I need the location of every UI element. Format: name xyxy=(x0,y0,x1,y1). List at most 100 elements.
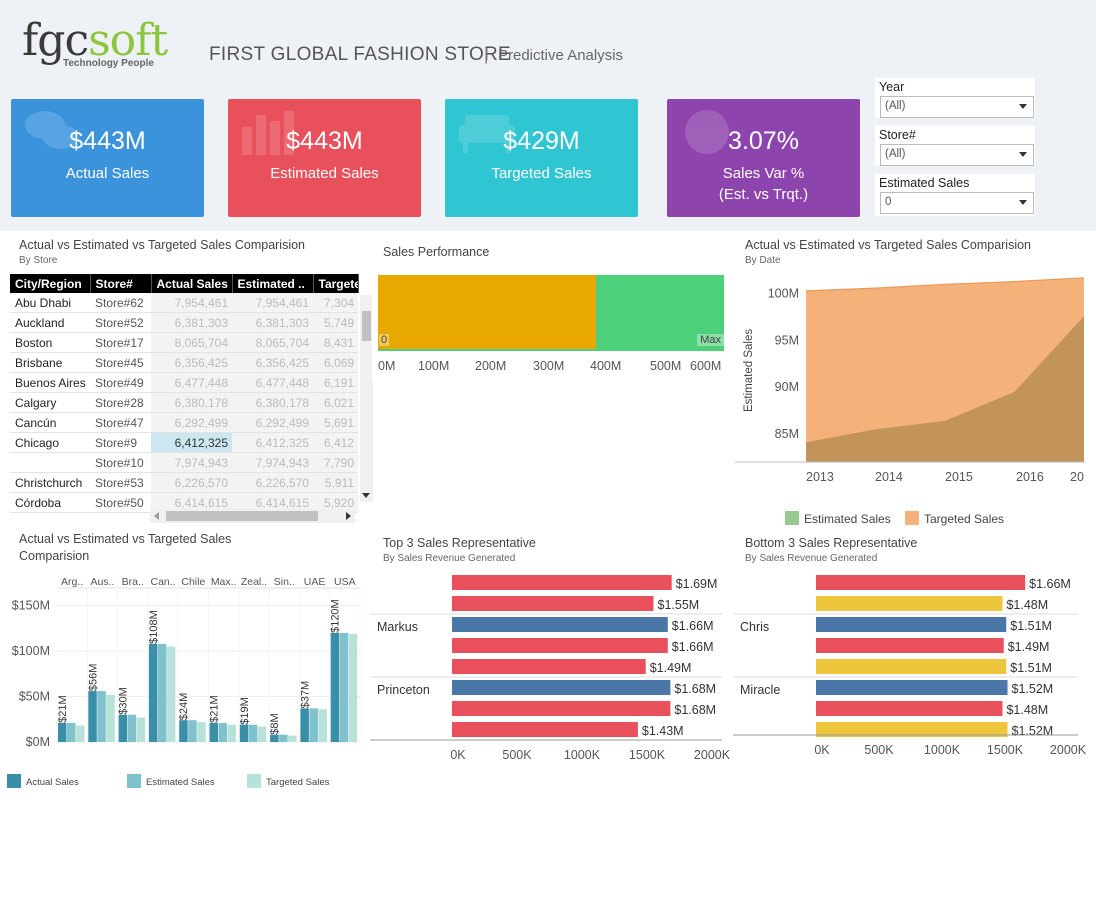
store-dropdown[interactable]: (All) xyxy=(880,144,1034,166)
estimated-sales-cell[interactable]: 6,356,425 xyxy=(232,352,313,373)
scroll-down-arrow-icon[interactable] xyxy=(362,493,370,498)
city-cell[interactable]: Boston xyxy=(10,332,90,353)
city-cell[interactable]: Cancún xyxy=(10,412,90,433)
targeted-sales-cell[interactable]: 5,691 xyxy=(313,412,358,433)
category-label: Zeal.. xyxy=(241,576,267,588)
actual-sales-cell[interactable]: 6,381,303 xyxy=(151,312,232,333)
vertical-scrollbar-thumb[interactable] xyxy=(362,311,371,341)
store-cell[interactable]: Store#17 xyxy=(90,332,151,353)
estimated-sales-cell[interactable]: 6,414,615 xyxy=(232,492,313,513)
horizontal-scrollbar[interactable] xyxy=(150,509,355,523)
table-body: Abu Dhabi Store#62 7,954,461 7,954,461 7,304… xyxy=(10,293,358,513)
kpi-card-sales-var[interactable]: 3.07% Sales Var % (Est. vs Trqt.) xyxy=(667,99,860,217)
bar-actual-sales xyxy=(330,632,340,742)
horizontal-scrollbar-thumb[interactable] xyxy=(166,511,318,521)
store-cell[interactable]: Store#50 xyxy=(90,492,151,513)
city-cell[interactable]: Abu Dhabi xyxy=(10,293,90,313)
actual-sales-cell[interactable]: 6,292,499 xyxy=(151,412,232,433)
targeted-sales-cell[interactable]: 6,412 xyxy=(313,432,358,453)
data-label: $37M xyxy=(299,681,311,709)
table-row[interactable]: Buenos Aires Store#49 6,477,448 6,477,448 6,… xyxy=(10,372,358,393)
estimated-sales-cell[interactable]: 7,974,943 xyxy=(232,452,313,473)
axis-tick-label: 600M xyxy=(690,359,722,373)
targeted-sales-cell[interactable]: 6,191 xyxy=(313,372,358,393)
kpi-card-estimated-sales[interactable]: $443M Estimated Sales xyxy=(228,99,421,217)
kpi-card-targeted-sales[interactable]: $429M Targeted Sales xyxy=(445,99,638,217)
store-cell[interactable]: Store#45 xyxy=(90,352,151,373)
column-header[interactable]: Store# xyxy=(90,274,152,293)
table-row[interactable]: Calgary Store#28 6,380,178 6,380,178 6,021 xyxy=(10,392,358,413)
targeted-sales-cell[interactable]: 7,304 xyxy=(313,293,358,313)
city-cell[interactable]: Chicago xyxy=(10,432,90,453)
city-cell[interactable]: Auckland xyxy=(10,312,90,333)
data-label: $1.51M xyxy=(1010,661,1052,675)
kpi-card-actual-sales[interactable]: $443M Actual Sales xyxy=(11,99,204,217)
bar-targeted-sales xyxy=(106,694,115,742)
estimated-sales-cell[interactable]: 6,477,448 xyxy=(232,372,313,393)
actual-sales-cell[interactable]: 6,380,178 xyxy=(151,392,232,413)
table-row[interactable]: Christchurch Store#53 6,226,570 6,226,570 5,… xyxy=(10,472,358,493)
table-row[interactable]: Boston Store#17 8,065,704 8,065,704 8,431 xyxy=(10,332,358,353)
table-row[interactable]: Abu Dhabi Store#62 7,954,461 7,954,461 7,304 xyxy=(10,293,358,313)
column-header[interactable]: Targete xyxy=(313,274,359,293)
table-row[interactable]: Chicago Store#9 6,412,325 6,412,325 6,412 xyxy=(10,432,358,453)
estimated-sales-cell[interactable]: 6,292,499 xyxy=(232,412,313,433)
estimated-sales-cell[interactable]: 6,380,178 xyxy=(232,392,313,413)
table-row[interactable]: Auckland Store#52 6,381,303 6,381,303 5,749 xyxy=(10,312,358,333)
bar-actual-sales xyxy=(58,722,67,742)
city-cell[interactable]: Brisbane xyxy=(10,352,90,373)
estimated-sales-cell[interactable]: 6,226,570 xyxy=(232,472,313,493)
actual-sales-cell[interactable]: 6,356,425 xyxy=(151,352,232,373)
store-cell[interactable]: Store#47 xyxy=(90,412,151,433)
estimated-sales-cell[interactable]: 6,412,325 xyxy=(232,432,313,453)
store-cell[interactable]: Store#10 xyxy=(90,452,151,473)
vertical-scrollbar[interactable] xyxy=(360,295,373,502)
actual-sales-cell[interactable]: 6,477,448 xyxy=(151,372,232,393)
actual-sales-cell[interactable]: 7,974,943 xyxy=(151,452,232,473)
store-cell[interactable]: Store#62 xyxy=(90,293,151,313)
city-cell[interactable]: Calgary xyxy=(10,392,90,413)
store-cell[interactable]: Store#53 xyxy=(90,472,151,493)
table-row[interactable]: Brisbane Store#45 6,356,425 6,356,425 6,069 xyxy=(10,352,358,373)
estimated-sales-dropdown[interactable]: 0 xyxy=(880,192,1034,214)
store-cell[interactable]: Store#28 xyxy=(90,392,151,413)
column-header[interactable]: City/Region xyxy=(10,274,91,293)
targeted-sales-cell[interactable]: 6,069 xyxy=(313,352,358,373)
estimated-sales-cell[interactable]: 6,381,303 xyxy=(232,312,313,333)
axis-tick-label: 500M xyxy=(650,359,682,373)
column-header[interactable]: Actual Sales xyxy=(151,274,233,293)
legend-label-actual: Actual Sales xyxy=(26,777,79,788)
estimated-sales-cell[interactable]: 7,954,461 xyxy=(232,293,313,313)
actual-sales-cell[interactable]: 7,954,461 xyxy=(151,293,232,313)
city-cell[interactable]: Buenos Aires xyxy=(10,372,90,393)
logo-main: fgc xyxy=(22,15,89,66)
actual-sales-cell[interactable]: 6,412,325 xyxy=(151,432,232,453)
actual-sales-cell[interactable]: 6,414,615 xyxy=(151,492,232,513)
y-tick-label: 90M xyxy=(775,380,799,394)
targeted-sales-cell[interactable]: 5,749 xyxy=(313,312,358,333)
scroll-left-arrow-icon[interactable] xyxy=(154,512,159,520)
column-header[interactable]: Estimated .. xyxy=(232,274,314,293)
year-dropdown[interactable]: (All) xyxy=(880,96,1034,118)
targeted-sales-cell[interactable]: 5,920 xyxy=(313,492,358,513)
actual-sales-cell[interactable]: 8,065,704 xyxy=(151,332,232,353)
city-cell[interactable] xyxy=(10,452,90,473)
store-cell[interactable]: Store#52 xyxy=(90,312,151,333)
actual-sales-cell[interactable]: 6,226,570 xyxy=(151,472,232,493)
targeted-sales-cell[interactable]: 5,911 xyxy=(313,472,358,493)
targeted-sales-cell[interactable]: 8,431 xyxy=(313,332,358,353)
table-row[interactable]: Córdoba Store#50 6,414,615 6,414,615 5,920 xyxy=(10,492,358,513)
bar-targeted-sales xyxy=(288,735,297,742)
table-row[interactable]: Cancún Store#47 6,292,499 6,292,499 5,691 xyxy=(10,412,358,433)
scroll-right-arrow-icon[interactable] xyxy=(346,512,351,520)
targeted-sales-cell[interactable]: 6,021 xyxy=(313,392,358,413)
store-cell[interactable]: Store#49 xyxy=(90,372,151,393)
estimated-sales-cell[interactable]: 8,065,704 xyxy=(232,332,313,353)
sofa-icon xyxy=(459,115,515,153)
table-row[interactable]: Store#10 7,974,943 7,974,943 7,790 xyxy=(10,452,358,473)
store-cell[interactable]: Store#9 xyxy=(90,432,151,453)
city-cell[interactable]: Córdoba xyxy=(10,492,90,513)
city-cell[interactable]: Christchurch xyxy=(10,472,90,493)
bar-estimated-sales xyxy=(188,720,197,742)
targeted-sales-cell[interactable]: 7,790 xyxy=(313,452,358,473)
